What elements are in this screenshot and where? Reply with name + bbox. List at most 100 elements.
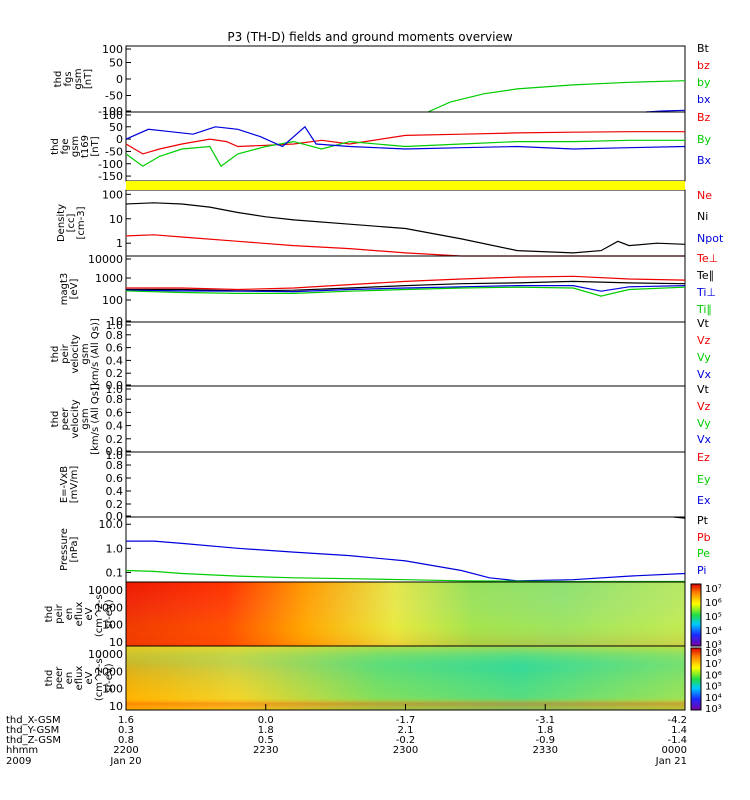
chart-title: P3 (TH-D) fields and ground moments over…	[227, 30, 512, 44]
legend-entry: Vz	[697, 334, 711, 347]
colorbar-tick-label: 10⁴	[705, 693, 722, 704]
y-tick-label: 0.2	[106, 498, 124, 511]
x-tick-label: 1.4	[671, 725, 687, 736]
y-tick-label: 0.6	[106, 472, 124, 485]
panel-frame	[125, 451, 686, 518]
colorbar-tick-label: 10³	[705, 704, 722, 715]
y-tick-label: 1000	[95, 601, 123, 614]
y-tick-label: 0.1	[106, 566, 124, 579]
legend-entry: Vt	[697, 383, 710, 396]
legend-entry: Ey	[697, 473, 711, 486]
y-axis-label: [nPa]	[69, 536, 80, 562]
legend-entry: bx	[697, 93, 711, 106]
legend-entry: by	[697, 76, 711, 89]
legend-entry: Ez	[697, 451, 710, 464]
x-tick-label: 0000	[662, 745, 687, 756]
y-tick-label: -100	[98, 105, 123, 118]
legend-entry: Bz	[697, 111, 711, 124]
y-tick-label: 0.4	[106, 485, 124, 498]
panel-density: 100 10 1 Density [cc] [cm-3] Ne Ni Npot	[56, 188, 724, 257]
y-axis-label: gsm	[70, 136, 81, 157]
panel-pressure: 10.0 1.0 0.1 Pressure [nPa] Pt Pb Pe Pi	[59, 514, 711, 583]
colorbar-tick-label: 10⁶	[705, 670, 722, 681]
y-axis-label: [nT]	[83, 69, 94, 89]
y-tick-label: -150	[98, 170, 123, 183]
y-tick-label: 1000	[95, 272, 123, 285]
y-axis-label: gsm	[80, 343, 91, 364]
y-tick-label: 0.8	[106, 459, 124, 472]
legend-entry: Ni	[697, 210, 708, 223]
y-axis-label: gsm	[73, 68, 84, 89]
x-tick-label: Jan 20	[109, 756, 141, 767]
series-Ni	[125, 202, 686, 254]
y-axis-label: velocity	[70, 399, 81, 438]
y-tick-label: 100	[102, 683, 123, 696]
panel-frame	[125, 45, 686, 113]
series-Pt	[673, 516, 686, 519]
y-tick-label: 0.8	[106, 329, 124, 342]
x-row-label: hhmm	[6, 745, 38, 756]
legend-entry: Bx	[697, 154, 712, 167]
series-Ne	[125, 234, 685, 257]
x-tick-label: 2200	[113, 745, 138, 756]
legend-entry: Ti∥	[696, 303, 712, 316]
x-row-label: thd_X-GSM	[6, 715, 61, 726]
legend-entry: Ne	[697, 189, 712, 202]
panel-efield: 1.00.80.60.40.20.0 E=-VxB [mV/m] Ez Ey Ex	[59, 449, 711, 523]
y-axis-label: E=-VxB	[59, 466, 70, 503]
y-axis-label: eflux	[74, 602, 85, 627]
y-axis-label: eV	[84, 671, 95, 684]
x-row-label: thd_Z-GSM	[6, 735, 61, 746]
x-tick-label: 0.5	[258, 735, 274, 746]
yellow-strip	[126, 181, 685, 190]
series-Ti∥	[125, 286, 686, 297]
y-tick-label: 10	[109, 700, 123, 713]
spectrogram-peir	[125, 581, 686, 647]
legend-entry: Vt	[697, 317, 710, 330]
y-tick-label: 100	[102, 294, 123, 307]
y-tick-label: -100	[98, 158, 123, 171]
y-tick-label: 0.4	[106, 420, 124, 433]
y-axis-label: Pressure	[59, 528, 70, 571]
legend-entry: Pe	[697, 547, 710, 560]
y-tick-label: 10	[109, 636, 123, 649]
panel-frame	[125, 385, 686, 453]
colorbar-tick-label: 10⁴	[705, 626, 722, 637]
y-tick-label: 0	[116, 73, 123, 86]
colorbar-tick-label: 10⁵	[705, 682, 722, 693]
legend-entry: Vy	[697, 417, 711, 430]
y-axis-label: velocity	[70, 334, 81, 373]
legend-entry: By	[697, 133, 712, 146]
y-axis-label: [cc]	[66, 214, 77, 233]
legend-entry: Vx	[697, 433, 712, 446]
x-tick-label: -1.7	[396, 715, 416, 726]
legend-entry: Te∥	[696, 269, 714, 282]
colorbar-tick-label: 10⁷	[705, 584, 722, 595]
series-By	[125, 139, 685, 168]
y-tick-label: 1000	[95, 665, 123, 678]
y-axis-label: [km/s (All Qs)]	[90, 318, 101, 390]
legend-entry: Vy	[697, 351, 711, 364]
x-tick-label: 0.8	[118, 735, 134, 746]
y-axis-label: fge	[60, 138, 71, 154]
y-tick-label: 10000	[88, 648, 123, 661]
colorbar-peer	[690, 647, 702, 711]
y-axis-label: (cm^2-s-	[94, 590, 105, 637]
x-tick-label: 0.3	[118, 725, 134, 736]
y-axis-label: [km/s (All Qs)]	[90, 383, 101, 455]
panel-frame	[125, 516, 686, 583]
y-axis-label: [cm-3]	[76, 206, 87, 239]
legend-entry: Pt	[697, 514, 709, 527]
y-axis-label: peer	[54, 666, 65, 690]
y-axis-label: peir	[54, 603, 65, 623]
panel-peir: 1.00.80.60.40.20.0 thd peir velocity gsm [km/…	[50, 317, 712, 392]
y-tick-label: 1.0	[106, 319, 124, 332]
x-tick-label: -1.4	[667, 735, 687, 746]
series-Bx	[125, 125, 686, 150]
x-row-label: thd_Y-GSM	[6, 725, 59, 736]
panel-temp: 10000 1000 100 10 magt3 [eV] Te⊥ Te∥ Ti⊥ Ti∥	[59, 252, 718, 328]
legend-entry: Vz	[697, 400, 711, 413]
x-tick-label: -0.9	[535, 735, 555, 746]
